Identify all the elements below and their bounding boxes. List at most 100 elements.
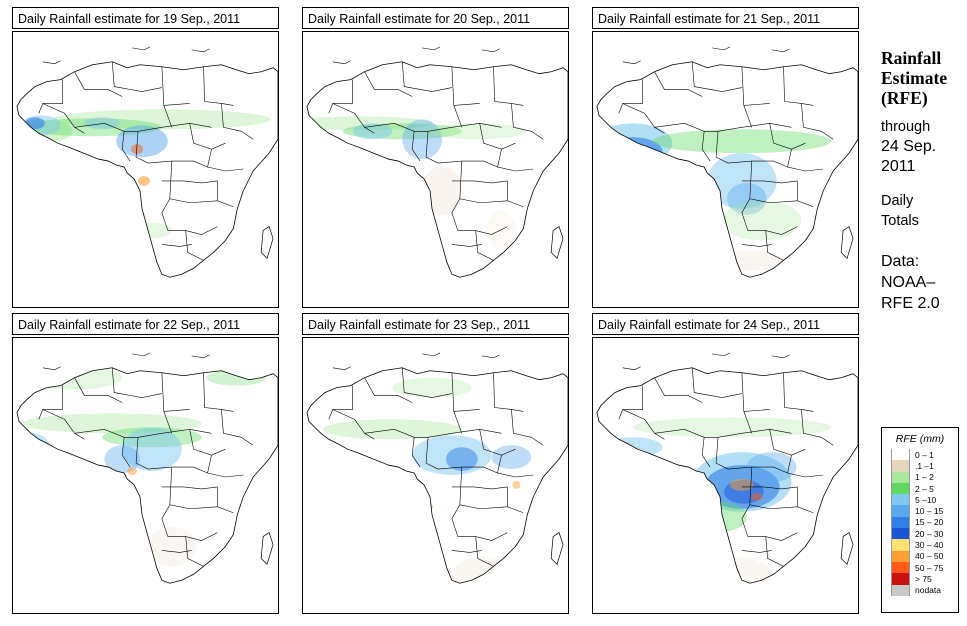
map-panel: Daily Rainfall estimate for 19 Sep., 201… <box>12 7 281 308</box>
legend-item: 50 – 75 <box>882 561 958 574</box>
rainfall-area <box>116 125 168 158</box>
country-border <box>787 149 824 172</box>
legend-swatch <box>891 471 910 483</box>
rainfall-area <box>303 287 382 303</box>
legend-label: 40 – 50 <box>915 551 944 562</box>
totals-line: Totals <box>881 213 919 229</box>
country-border <box>135 131 149 164</box>
country-border <box>451 180 508 184</box>
through-date-line: 24 Sep. <box>881 138 937 155</box>
country-border <box>479 429 516 456</box>
legend-label: 2 – 5 <box>915 483 934 494</box>
europe-coastline <box>332 60 351 65</box>
legend-item: 5 –10 <box>882 494 958 506</box>
europe-coastline <box>771 48 790 53</box>
country-border <box>618 385 643 420</box>
country-border <box>169 161 218 204</box>
coastline <box>306 367 568 584</box>
legend-swatch <box>891 584 910 596</box>
country-border <box>715 437 729 470</box>
country-border <box>715 131 729 164</box>
rainfall-area <box>445 447 478 472</box>
legend-item: 20 – 30 <box>882 528 958 540</box>
country-border <box>451 198 461 231</box>
country-border <box>428 429 502 438</box>
country-border <box>161 486 218 490</box>
country-border <box>741 486 798 490</box>
country-border <box>189 123 226 150</box>
country-border <box>428 123 502 132</box>
legend-label: 0 – 1 <box>915 449 934 460</box>
country-border <box>217 180 234 208</box>
europe-coastline <box>132 352 151 357</box>
country-border <box>74 429 139 438</box>
europe-coastline <box>42 60 61 65</box>
country-border <box>161 550 192 553</box>
country-border <box>437 466 498 474</box>
country-border <box>747 226 798 235</box>
country-border <box>401 367 452 398</box>
country-border <box>507 180 524 208</box>
map-svg <box>303 46 568 303</box>
africa-rainfall-map <box>302 337 569 614</box>
country-border <box>479 123 516 150</box>
rainfall-area <box>722 200 802 241</box>
legend-swatch <box>891 573 910 585</box>
legend-item: 15 – 20 <box>882 516 958 529</box>
data-source-text: Data: NOAA– RFE 2.0 <box>881 251 965 314</box>
country-border <box>459 467 508 510</box>
country-border <box>741 66 770 106</box>
rainfall-area <box>750 492 763 501</box>
legend-label: 50 – 75 <box>915 562 944 573</box>
rainfall-area <box>352 123 393 140</box>
country-border <box>769 429 806 456</box>
rainfall-area <box>16 439 33 460</box>
rainfall-area <box>422 166 462 216</box>
madagascar-outline <box>260 532 274 566</box>
country-border <box>801 409 834 446</box>
country-border <box>654 123 719 132</box>
country-border <box>497 149 534 172</box>
country-border <box>741 198 751 231</box>
legend-label: 30 – 40 <box>915 540 944 551</box>
rainfall-area <box>632 417 832 438</box>
legend-label: .1 –1 <box>915 460 934 471</box>
country-border <box>451 244 482 247</box>
rainfall-area <box>729 478 754 491</box>
europe-coastline <box>481 354 500 359</box>
rainfall-area <box>427 123 527 140</box>
country-border <box>691 367 742 398</box>
madagascar-outline <box>550 226 564 260</box>
country-border <box>769 123 806 150</box>
legend-label: 5 –10 <box>915 494 937 505</box>
legend-label: 10 – 15 <box>915 506 944 517</box>
country-border <box>718 123 792 132</box>
country-border <box>797 180 814 208</box>
europe-coastline <box>422 46 441 51</box>
country-border <box>121 437 131 468</box>
country-border <box>161 180 218 184</box>
country-border <box>451 550 482 553</box>
legend-label: > 75 <box>915 573 932 584</box>
coastline <box>306 61 568 278</box>
legend-swatch <box>891 550 910 562</box>
map-svg <box>16 46 278 278</box>
rainfall-area <box>206 369 267 386</box>
country-border <box>411 437 421 468</box>
rainfall-area <box>104 445 141 474</box>
country-border <box>783 66 814 106</box>
data-line: RFE 2.0 <box>881 295 940 312</box>
madagascar-outline <box>260 226 274 260</box>
title-line: (RFE) <box>881 88 928 108</box>
country-border <box>163 105 173 128</box>
country-border <box>138 429 212 438</box>
country-border <box>364 71 413 97</box>
country-border <box>727 160 788 168</box>
map-panel: Daily Rainfall estimate for 23 Sep., 201… <box>302 313 571 614</box>
legend-item: 10 – 15 <box>882 505 958 517</box>
legend-item: .1 –1 <box>882 460 958 472</box>
map-panel: Daily Rainfall estimate for 22 Sep., 201… <box>12 313 281 614</box>
country-border <box>511 103 544 140</box>
africa-rainfall-map <box>592 31 859 308</box>
